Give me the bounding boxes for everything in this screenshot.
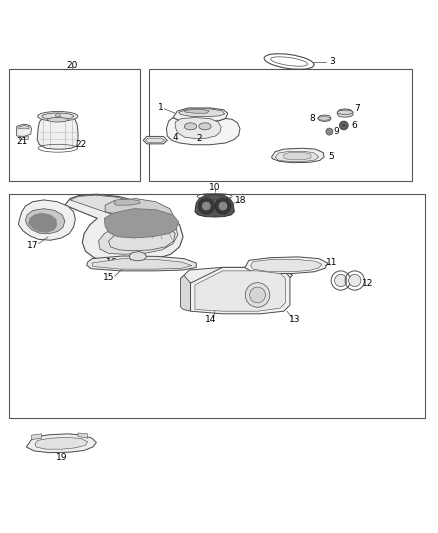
- Text: 21: 21: [16, 137, 28, 146]
- Ellipse shape: [42, 113, 74, 119]
- Text: 7: 7: [354, 104, 360, 114]
- Polygon shape: [166, 118, 240, 145]
- Polygon shape: [19, 136, 28, 139]
- Circle shape: [215, 198, 231, 214]
- Text: 5: 5: [328, 151, 334, 160]
- Circle shape: [342, 123, 346, 128]
- Ellipse shape: [38, 111, 78, 121]
- Polygon shape: [173, 108, 228, 122]
- Circle shape: [245, 282, 270, 307]
- Ellipse shape: [47, 118, 68, 122]
- Polygon shape: [195, 194, 234, 217]
- Ellipse shape: [318, 117, 330, 120]
- Polygon shape: [70, 195, 178, 254]
- Polygon shape: [143, 136, 167, 144]
- Polygon shape: [105, 199, 173, 219]
- Text: 13: 13: [289, 316, 300, 325]
- Text: 15: 15: [103, 273, 114, 282]
- Bar: [149, 69, 412, 181]
- Circle shape: [218, 201, 228, 211]
- Circle shape: [326, 128, 333, 135]
- Polygon shape: [195, 271, 286, 311]
- Polygon shape: [180, 268, 293, 284]
- Text: 10: 10: [209, 183, 220, 192]
- Text: 8: 8: [310, 114, 316, 123]
- Polygon shape: [244, 257, 328, 273]
- Text: 11: 11: [326, 259, 338, 268]
- Polygon shape: [337, 109, 353, 117]
- Circle shape: [339, 121, 348, 130]
- Bar: [9, 194, 425, 418]
- Ellipse shape: [184, 123, 197, 130]
- Polygon shape: [25, 209, 65, 233]
- Circle shape: [335, 274, 347, 287]
- Polygon shape: [275, 151, 319, 161]
- Polygon shape: [26, 434, 96, 453]
- Polygon shape: [35, 437, 88, 449]
- Polygon shape: [18, 125, 29, 129]
- Polygon shape: [87, 256, 196, 271]
- Ellipse shape: [199, 123, 211, 130]
- Polygon shape: [179, 109, 225, 117]
- Polygon shape: [145, 138, 165, 142]
- Polygon shape: [284, 152, 311, 159]
- Ellipse shape: [337, 110, 353, 115]
- Text: 2: 2: [197, 134, 202, 143]
- Text: 16: 16: [106, 257, 117, 266]
- Polygon shape: [180, 275, 191, 311]
- Text: 12: 12: [362, 279, 374, 288]
- Polygon shape: [191, 268, 290, 314]
- Polygon shape: [28, 213, 57, 232]
- Text: 18: 18: [235, 196, 247, 205]
- Circle shape: [349, 274, 361, 287]
- Text: 6: 6: [351, 121, 357, 130]
- Text: 20: 20: [67, 61, 78, 69]
- Polygon shape: [37, 112, 78, 149]
- Polygon shape: [175, 118, 221, 139]
- Text: 3: 3: [329, 57, 335, 66]
- Circle shape: [198, 198, 214, 214]
- Circle shape: [250, 287, 265, 303]
- Text: 1: 1: [158, 103, 164, 112]
- Polygon shape: [17, 124, 32, 136]
- Polygon shape: [114, 199, 140, 205]
- Text: 17: 17: [27, 241, 39, 250]
- Polygon shape: [18, 200, 75, 240]
- Polygon shape: [56, 113, 60, 116]
- Text: 19: 19: [56, 454, 67, 463]
- Polygon shape: [318, 115, 331, 122]
- Text: 4: 4: [173, 133, 178, 142]
- Polygon shape: [92, 259, 192, 269]
- Polygon shape: [78, 433, 88, 438]
- Polygon shape: [65, 194, 183, 262]
- Text: 14: 14: [205, 316, 216, 325]
- Polygon shape: [272, 148, 324, 163]
- Polygon shape: [104, 209, 179, 238]
- Circle shape: [201, 201, 211, 211]
- Polygon shape: [129, 252, 147, 261]
- Text: 9: 9: [333, 127, 339, 136]
- Polygon shape: [32, 434, 42, 440]
- Polygon shape: [184, 110, 209, 113]
- Bar: [9, 69, 140, 181]
- Polygon shape: [251, 260, 322, 272]
- Text: 22: 22: [75, 140, 87, 149]
